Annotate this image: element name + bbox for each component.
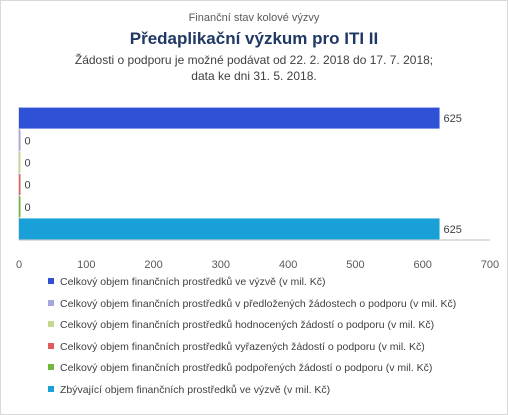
bar-1 (19, 129, 21, 151)
chart-supertitle: Finanční stav kolové výzvy (188, 12, 320, 24)
chart-legend: Celkový objem finančních prostředků ve v… (48, 276, 456, 406)
data-label-4: 0 (25, 202, 31, 214)
x-tick-label-6: 600 (414, 259, 432, 271)
bar-4 (19, 196, 21, 218)
chart-title: Předaplikační výzkum pro ITI II (129, 29, 379, 48)
x-tick-label-5: 500 (346, 259, 364, 271)
legend-label-2: Celkový objem finančních prostředků hodn… (60, 319, 435, 332)
bar-2 (19, 151, 21, 173)
x-tick-label-2: 200 (144, 259, 162, 271)
data-label-3: 0 (25, 180, 31, 192)
chart-subtitle-line-1: Žádosti o podporu je možné podávat od 22… (74, 53, 434, 67)
data-label-2: 0 (25, 157, 31, 169)
x-tick-label-0: 0 (16, 259, 22, 271)
bar-3 (19, 174, 21, 196)
legend-item-2: Celkový objem finančních prostředků hodn… (48, 319, 456, 341)
chart-subtitle-line-2: data ke dni 31. 5. 2018. (191, 69, 317, 83)
legend-label-1: Celkový objem finančních prostředků v př… (60, 297, 457, 310)
legend-label-4: Celkový objem finančních prostředků podp… (60, 362, 433, 375)
legend-item-5: Zbývající objem finančních prostředků ve… (48, 384, 456, 406)
legend-swatch-1 (48, 299, 54, 306)
bar-0 (19, 107, 440, 129)
legend-item-1: Celkový objem finančních prostředků v př… (48, 298, 456, 320)
legend-label-0: Celkový objem finančních prostředků ve v… (60, 276, 326, 288)
legend-label-5: Zbývající objem finančních prostředků ve… (60, 383, 331, 396)
legend-swatch-4 (48, 364, 54, 371)
legend-item-4: Celkový objem finančních prostředků podp… (48, 362, 456, 384)
data-label-5: 625 (444, 224, 462, 236)
data-label-0: 625 (444, 113, 462, 125)
x-tick-label-4: 400 (279, 259, 297, 271)
legend-swatch-3 (48, 342, 54, 349)
bar-5 (19, 218, 440, 240)
data-label-1: 0 (25, 135, 31, 147)
legend-swatch-2 (48, 321, 54, 328)
legend-label-3: Celkový objem finančních prostředků vyřa… (60, 340, 425, 353)
x-tick-label-1: 100 (77, 259, 95, 271)
x-tick-label-7: 700 (481, 259, 499, 271)
legend-swatch-0 (48, 278, 54, 284)
legend-item-3: Celkový objem finančních prostředků vyřa… (48, 341, 456, 363)
legend-swatch-5 (48, 385, 54, 392)
legend-item-0: Celkový objem finančních prostředků ve v… (48, 276, 456, 298)
x-tick-label-3: 300 (212, 259, 230, 271)
